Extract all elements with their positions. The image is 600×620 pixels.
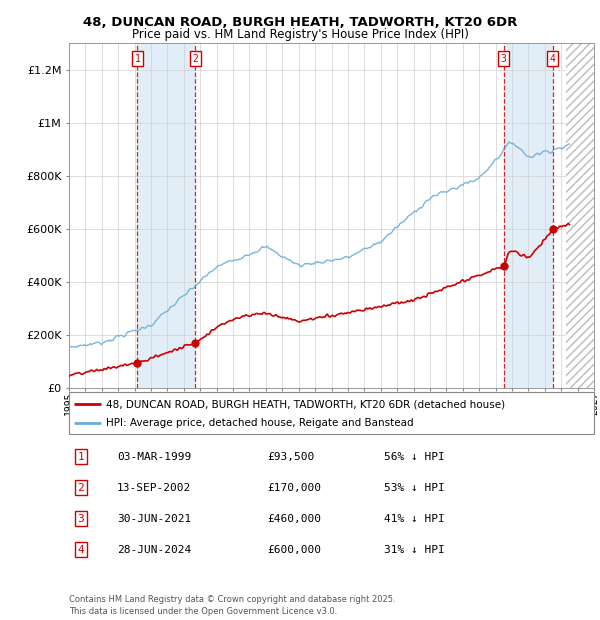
Text: 2: 2	[77, 483, 85, 493]
Text: 3: 3	[77, 514, 85, 524]
Text: £600,000: £600,000	[267, 545, 321, 555]
FancyBboxPatch shape	[69, 392, 594, 434]
Text: 13-SEP-2002: 13-SEP-2002	[117, 483, 191, 493]
Text: £170,000: £170,000	[267, 483, 321, 493]
Text: 48, DUNCAN ROAD, BURGH HEATH, TADWORTH, KT20 6DR: 48, DUNCAN ROAD, BURGH HEATH, TADWORTH, …	[83, 16, 517, 29]
Text: 1: 1	[134, 54, 140, 64]
Bar	[566, 43, 594, 388]
Bar	[566, 43, 594, 388]
Bar	[504, 43, 553, 388]
Text: 2: 2	[193, 54, 198, 64]
Text: 56% ↓ HPI: 56% ↓ HPI	[384, 452, 445, 462]
Text: Contains HM Land Registry data © Crown copyright and database right 2025.
This d: Contains HM Land Registry data © Crown c…	[69, 595, 395, 616]
Text: 28-JUN-2024: 28-JUN-2024	[117, 545, 191, 555]
Text: HPI: Average price, detached house, Reigate and Banstead: HPI: Average price, detached house, Reig…	[106, 418, 413, 428]
Text: 4: 4	[550, 54, 556, 64]
Text: 4: 4	[77, 545, 85, 555]
Text: 3: 3	[501, 54, 507, 64]
Text: £93,500: £93,500	[267, 452, 314, 462]
Text: 53% ↓ HPI: 53% ↓ HPI	[384, 483, 445, 493]
Text: 48, DUNCAN ROAD, BURGH HEATH, TADWORTH, KT20 6DR (detached house): 48, DUNCAN ROAD, BURGH HEATH, TADWORTH, …	[106, 399, 505, 409]
Text: 31% ↓ HPI: 31% ↓ HPI	[384, 545, 445, 555]
Text: 03-MAR-1999: 03-MAR-1999	[117, 452, 191, 462]
Text: 41% ↓ HPI: 41% ↓ HPI	[384, 514, 445, 524]
Bar	[137, 43, 196, 388]
Text: 1: 1	[77, 452, 85, 462]
Text: Price paid vs. HM Land Registry's House Price Index (HPI): Price paid vs. HM Land Registry's House …	[131, 28, 469, 41]
Text: 30-JUN-2021: 30-JUN-2021	[117, 514, 191, 524]
Text: £460,000: £460,000	[267, 514, 321, 524]
